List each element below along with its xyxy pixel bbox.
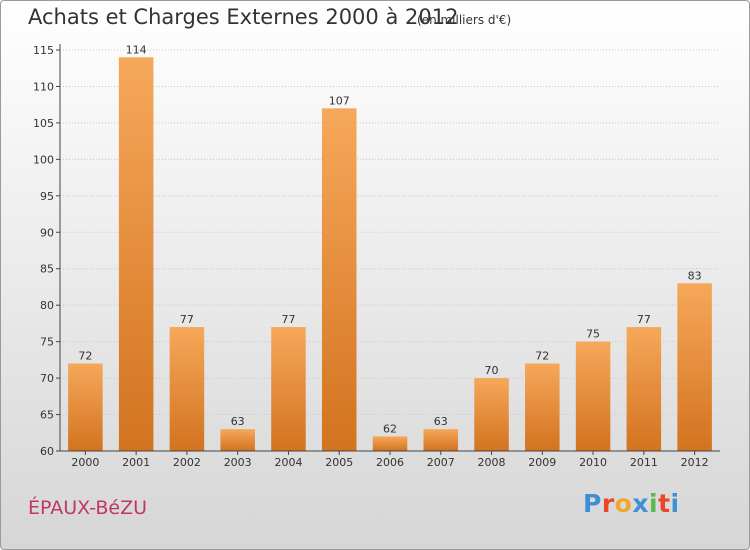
logo-letter: P [583,489,602,518]
data-label: 77 [180,313,194,326]
y-tick-label: 115 [33,44,54,57]
x-tick-label: 2004 [274,456,302,469]
bar [372,436,408,451]
bar [169,327,205,451]
y-tick-label: 70 [40,372,54,385]
bar [677,283,712,451]
data-label: 72 [78,350,92,363]
chart-subtitle: (en milliers d'€) [417,13,512,27]
grid-lines [60,49,720,416]
x-tick-label: 2003 [224,456,252,469]
bar [474,378,509,451]
logo-letter: i [649,489,659,518]
bar [575,341,611,451]
town-name: ÉPAUX-BéZU [28,497,148,519]
data-label: 83 [688,269,702,282]
y-tick-label: 65 [40,409,54,422]
bar [118,57,154,452]
logo-letter: t [658,489,671,518]
data-label: 63 [434,415,448,428]
x-tick-label: 2009 [528,456,556,469]
bar [220,429,255,451]
bar [68,363,103,451]
logo-letter: x [632,489,649,518]
data-label: 114 [126,43,147,56]
y-tick-label: 105 [33,117,54,130]
y-tick-label: 95 [40,190,54,203]
y-tick-label: 75 [40,336,54,349]
data-label: 75 [586,328,600,341]
logo-letter: o [614,489,633,518]
data-label: 63 [231,415,245,428]
labels: 60 65 70 75 80 85 90 95 100 105 110 115 2000 72 2001 11… [33,43,709,469]
x-tick-label: 2006 [376,456,404,469]
bar [321,108,357,451]
data-label: 70 [485,364,499,377]
x-tick-label: 2010 [579,456,607,469]
y-tick-label: 100 [33,153,54,166]
logo-letter: r [601,489,615,518]
y-tick-label: 85 [40,263,54,276]
data-label: 72 [535,350,549,363]
chart-title: Achats et Charges Externes 2000 à 2012 [28,5,459,29]
proxiti-logo[interactable]: Proxiti [583,489,680,518]
bar [423,429,459,451]
bars [68,57,712,452]
x-tick-label: 2000 [71,456,99,469]
bar [626,327,662,451]
x-tick-label: 2005 [325,456,353,469]
y-tick-label: 110 [33,80,54,93]
data-label: 77 [281,313,295,326]
data-label: 107 [329,94,350,107]
bar [271,327,306,451]
bar [525,363,560,451]
data-label: 77 [637,313,651,326]
data-label: 62 [383,422,397,435]
y-tick-label: 80 [40,299,54,312]
x-tick-label: 2002 [173,456,201,469]
x-tick-label: 2001 [122,456,150,469]
x-tick-label: 2012 [681,456,709,469]
axes [56,44,720,455]
y-tick-label: 90 [40,226,54,239]
x-tick-label: 2011 [630,456,658,469]
logo-letter: i [670,489,680,518]
x-tick-label: 2007 [427,456,455,469]
y-tick-label: 60 [40,445,54,458]
x-tick-label: 2008 [478,456,506,469]
